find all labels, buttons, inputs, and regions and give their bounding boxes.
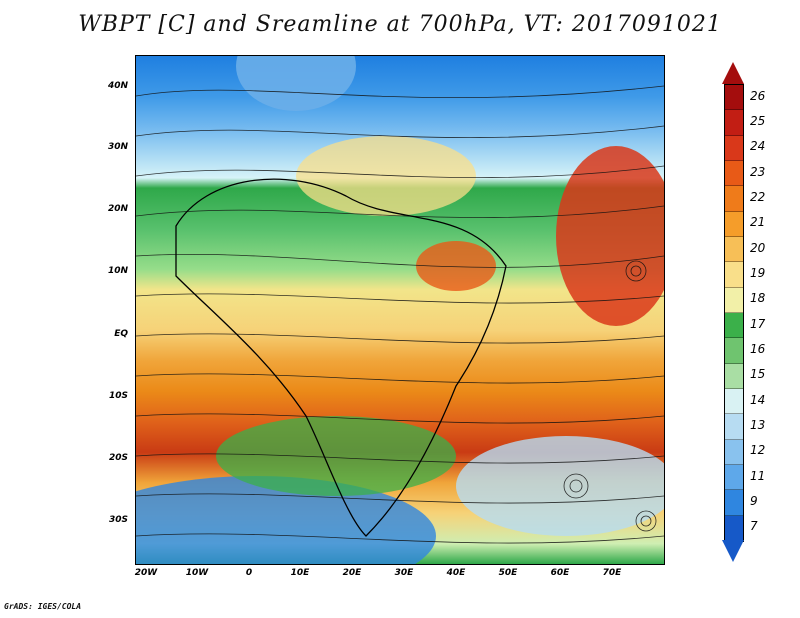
cool-blob bbox=[456, 436, 664, 536]
colorbar-segment bbox=[725, 85, 743, 111]
lat-label-eq: EQ bbox=[114, 329, 128, 339]
colorbar-label: 13 bbox=[750, 418, 766, 432]
cool-blob bbox=[236, 56, 356, 111]
lat-label-10s: 10S bbox=[108, 391, 128, 401]
lon-label-30e: 30E bbox=[394, 568, 414, 578]
colorbar-segment bbox=[725, 490, 743, 516]
colorbar-box bbox=[724, 84, 744, 542]
streamlines bbox=[136, 85, 664, 544]
colorbar-segment bbox=[725, 414, 743, 440]
warm-core-blob bbox=[416, 241, 496, 291]
colorbar-segment bbox=[725, 135, 743, 161]
colorbar-segment bbox=[725, 439, 743, 465]
colorbar-segment bbox=[725, 262, 743, 288]
lat-label-30s: 30S bbox=[108, 515, 128, 525]
colorbar-label: 21 bbox=[750, 215, 766, 230]
lon-label-0: 0 bbox=[245, 568, 253, 578]
colorbar-label: 11 bbox=[750, 468, 766, 483]
warm-blob bbox=[296, 136, 476, 216]
green-blob bbox=[216, 416, 456, 496]
colorbar-segment bbox=[725, 160, 743, 187]
lon-label-20w: 20W bbox=[134, 568, 158, 578]
colorbar-label: 16 bbox=[750, 342, 766, 356]
lon-label-60e: 60E bbox=[550, 568, 570, 578]
lon-label-70e: 70E bbox=[602, 568, 622, 578]
lat-label-40n: 40N bbox=[107, 81, 128, 91]
colorbar-label: 18 bbox=[750, 291, 766, 306]
colorbar-label: 19 bbox=[750, 266, 766, 280]
colorbar-label: 26 bbox=[750, 88, 766, 103]
colorbar-segment bbox=[725, 515, 743, 541]
colorbar-segment bbox=[725, 312, 743, 339]
lon-label-10w: 10W bbox=[185, 568, 209, 578]
colorbar-segment bbox=[725, 363, 743, 389]
cool-blob bbox=[136, 476, 436, 564]
lon-label-10e: 10E bbox=[290, 568, 310, 578]
colorbar-label: 24 bbox=[750, 139, 766, 154]
colorbar-segment bbox=[725, 464, 743, 491]
colorbar-segment bbox=[725, 236, 743, 263]
colorbar-max-arrow bbox=[722, 62, 744, 84]
colorbar-segment bbox=[725, 338, 743, 364]
lon-label-40e: 40E bbox=[446, 568, 466, 578]
colorbar-label: 20 bbox=[750, 240, 766, 255]
colorbar-label: 15 bbox=[750, 367, 766, 382]
colorbar-segment bbox=[725, 211, 743, 237]
colorbar-label: 9 bbox=[750, 494, 758, 508]
colorbar-label: 22 bbox=[750, 190, 766, 204]
map-field-overlay bbox=[136, 56, 664, 564]
africa-coastline bbox=[175, 178, 507, 537]
colorbar: 26 25 24 23 22 21 20 19 18 17 16 15 14 13 12 11 9 7 bbox=[722, 62, 792, 562]
warm-core-blob bbox=[556, 146, 664, 326]
colorbar-segment bbox=[725, 186, 743, 212]
colorbar-label: 17 bbox=[750, 316, 766, 331]
lat-label-10n: 10N bbox=[107, 266, 128, 276]
colorbar-label: 14 bbox=[750, 392, 766, 407]
footer-credit: GrADS: IGES/COLA bbox=[4, 602, 82, 611]
colorbar-segment bbox=[725, 287, 743, 313]
colorbar-label: 12 bbox=[750, 443, 766, 458]
colorbar-segment bbox=[725, 110, 743, 136]
map-title: WBPT [C] and Sreamline at 700hPa, VT: 20… bbox=[78, 12, 722, 37]
colorbar-label: 23 bbox=[750, 164, 766, 179]
colorbar-segment bbox=[725, 388, 743, 415]
map-plot-area bbox=[135, 55, 665, 565]
colorbar-label: 7 bbox=[750, 519, 758, 534]
lat-label-20n: 20N bbox=[107, 204, 128, 214]
lon-label-20e: 20E bbox=[342, 568, 362, 578]
lat-label-30n: 30N bbox=[107, 142, 128, 152]
lat-label-20s: 20S bbox=[108, 453, 128, 463]
colorbar-min-arrow bbox=[722, 540, 744, 562]
colorbar-label: 25 bbox=[750, 114, 766, 128]
lon-label-50e: 50E bbox=[498, 568, 518, 578]
